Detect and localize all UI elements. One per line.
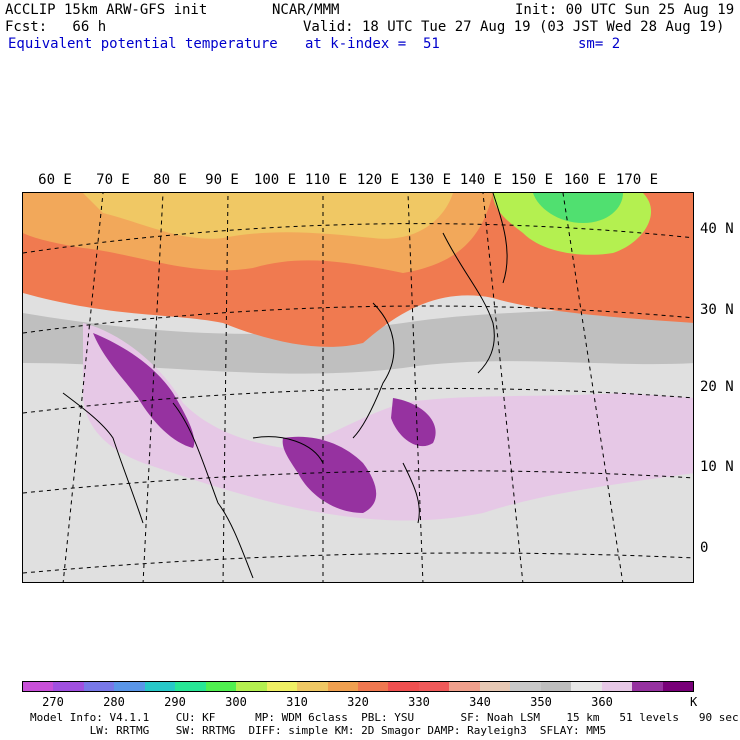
init-time: Init: 00 UTC Sun 25 Aug 19 [515,2,735,18]
lon-label: 100 E [253,172,297,188]
colorbar-tick: 330 [408,695,430,709]
lon-label: 110 E [304,172,348,188]
bright-green-region [533,193,623,223]
forecast-hour: Fcst: 66 h [5,19,107,35]
colorbar-tick: 340 [469,695,491,709]
colorbar-swatch [510,682,541,691]
colorbar-swatch [449,682,480,691]
lon-label: 140 E [459,172,503,188]
purple-core [282,436,377,513]
model-info-line1: Model Info: V4.1.1 CU: KF MP: WDM 6class… [30,711,739,724]
colorbar-tick: 310 [286,695,308,709]
colorbar-swatch [266,682,298,691]
colorbar-swatch [662,682,693,691]
map-panel [22,192,694,583]
lon-label: 160 E [563,172,607,188]
colorbar-swatch [601,682,633,691]
colorbar-swatch [418,682,450,691]
lilac-region [83,323,693,521]
colorbar-swatch [114,682,145,691]
lat-label: 40 N [700,221,734,237]
colorbar-tick: 350 [530,695,552,709]
lon-label: 130 E [408,172,452,188]
colorbar-swatch [297,682,328,691]
colorbar-tick: 270 [42,695,64,709]
model-title: ACCLIP 15km ARW-GFS init [5,2,208,18]
model-info-line2: LW: RRTMG SW: RRTMG DIFF: simple KM: 2D … [30,724,607,737]
lat-label: 0 [700,540,709,556]
colorbar-swatch [53,682,84,691]
colorbar [22,681,694,692]
valid-time: Valid: 18 UTC Tue 27 Aug 19 (03 JST Wed … [303,19,725,35]
theta-e-field [23,193,693,582]
lon-label: 80 E [153,172,187,188]
yellow-region [83,193,453,239]
colorbar-swatch [23,682,54,691]
lat-label: 10 N [700,459,734,475]
lon-label: 120 E [356,172,400,188]
purple-core [93,333,195,448]
colorbar-swatch [388,682,419,691]
colorbar-swatch [540,682,572,691]
colorbar-tick: 320 [347,695,369,709]
colorbar-tick: 300 [225,695,247,709]
lon-label: 90 E [205,172,239,188]
colorbar-tick: 360 [591,695,613,709]
colorbar-unit: K [690,695,698,709]
level-info: at k-index = 51 [305,36,440,52]
colorbar-swatch [571,682,602,691]
colorbar-swatch [144,682,176,691]
purple-core [391,398,436,447]
colorbar-swatch [83,682,115,691]
smoothing-info: sm= 2 [578,36,621,52]
lat-label: 30 N [700,302,734,318]
lon-label: 70 E [96,172,130,188]
lat-label: 20 N [700,379,734,395]
colorbar-swatch [479,682,511,691]
colorbar-tick: 280 [103,695,125,709]
graticule [23,193,693,582]
colorbar-swatch [205,682,237,691]
colorbar-swatch [236,682,267,691]
lon-label: 170 E [615,172,659,188]
colorbar-swatch [632,682,663,691]
field-name: Equivalent potential temperature [8,36,278,52]
colorbar-tick: 290 [164,695,186,709]
colorbar-swatch [327,682,358,691]
lon-label: 60 E [38,172,72,188]
coastlines [62,193,508,579]
lon-label: 150 E [510,172,554,188]
colorbar-swatch [357,682,389,691]
colorbar-swatch [175,682,206,691]
organization-label: NCAR/MMM [272,2,340,18]
